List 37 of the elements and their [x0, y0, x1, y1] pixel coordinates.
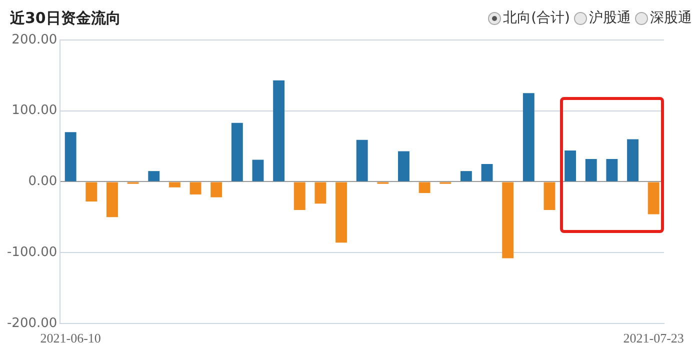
bar: [148, 171, 160, 182]
text: 深股通: [650, 9, 692, 27]
bar: [418, 182, 430, 194]
bar: [356, 140, 368, 182]
text: 北向(合计): [503, 9, 570, 27]
bar: [648, 182, 660, 214]
y-tick-label: 200.00: [12, 32, 58, 48]
bar: [460, 171, 472, 182]
x-tick-label: 2021-06-10: [40, 330, 101, 346]
bar: [64, 132, 76, 182]
y-tick-label: -100.00: [6, 244, 58, 260]
x-tick-label: 2021-07-23: [623, 330, 684, 346]
bar: [564, 150, 576, 182]
bar: [168, 182, 180, 188]
bar: [252, 160, 264, 182]
bar: [231, 122, 243, 182]
bar: [544, 182, 556, 210]
y-tick-label: 100.00: [12, 103, 58, 118]
bar: [273, 80, 285, 182]
bar: [522, 93, 534, 182]
text: 沪股通: [589, 9, 631, 27]
y-tick-label: 0.00: [28, 174, 58, 190]
bar: [606, 159, 618, 182]
bar: [481, 164, 493, 182]
bar: [106, 182, 118, 218]
bar: [190, 182, 202, 194]
bar: [86, 182, 98, 202]
bar: [585, 159, 597, 182]
bar: [336, 182, 347, 243]
bar: [314, 182, 326, 204]
bar: [294, 182, 306, 210]
chart-title: 近30日资金流向: [10, 9, 121, 28]
bar: [502, 182, 514, 258]
bar: [398, 151, 410, 182]
y-tick-label: -200.00: [6, 316, 58, 331]
bar: [210, 182, 222, 198]
bar: [627, 139, 638, 182]
